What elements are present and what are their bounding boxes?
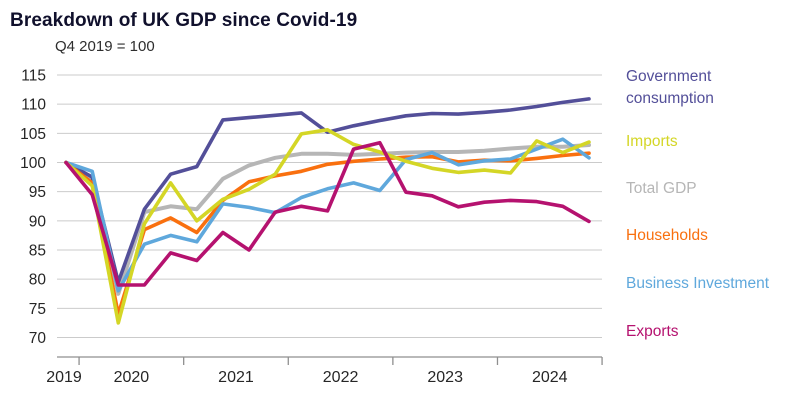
y-axis-tick-label: 105 [20, 126, 46, 143]
y-axis-tick-label: 115 [21, 68, 46, 85]
y-axis-tick-label: 75 [29, 301, 46, 318]
x-axis-year-label: 2022 [323, 369, 359, 386]
legend-item-imports: Imports [626, 131, 796, 153]
x-axis-year-label: 2021 [218, 369, 254, 386]
y-axis-tick-label: 70 [29, 330, 47, 347]
legend-item-label: Business Investment [626, 275, 770, 292]
y-axis-tick-label: 95 [29, 184, 46, 201]
legend-item-business-investment: Business Investment [626, 273, 796, 295]
legend-item-label: Exports [626, 323, 679, 340]
x-axis-year-label: 2019 [46, 369, 82, 386]
legend-item-label: Households [626, 227, 708, 244]
chart-title: Breakdown of UK GDP since Covid-19 [10, 10, 358, 31]
legend-item-total-gdp: Total GDP [626, 178, 796, 200]
series-line-total-gdp [64, 143, 591, 296]
legend-item-label: Government consumption [626, 68, 714, 107]
y-axis-tick-label: 110 [21, 97, 46, 114]
y-axis-tick-label: 100 [20, 155, 46, 172]
legend-item-government-consumption: Government consumption [626, 66, 796, 110]
x-axis-year-label: 2024 [532, 369, 568, 386]
chart-subtitle: Q4 2019 = 100 [55, 38, 155, 55]
series-line-government-consumption [64, 97, 591, 284]
legend-item-exports: Exports [626, 321, 796, 343]
y-axis-tick-label: 85 [29, 243, 46, 260]
series-line-imports [64, 128, 591, 325]
y-axis-tick-label: 80 [29, 272, 47, 289]
y-axis-tick-label: 90 [29, 213, 47, 230]
x-axis-year-label: 2020 [114, 369, 150, 386]
legend-item-label: Total GDP [626, 180, 697, 197]
series-line-households [64, 151, 591, 317]
legend-item-households: Households [626, 225, 796, 247]
series-line-exports [64, 140, 591, 287]
legend-item-label: Imports [626, 133, 678, 150]
series-line-business-investment [64, 137, 591, 293]
x-axis-year-label: 2023 [427, 369, 463, 386]
